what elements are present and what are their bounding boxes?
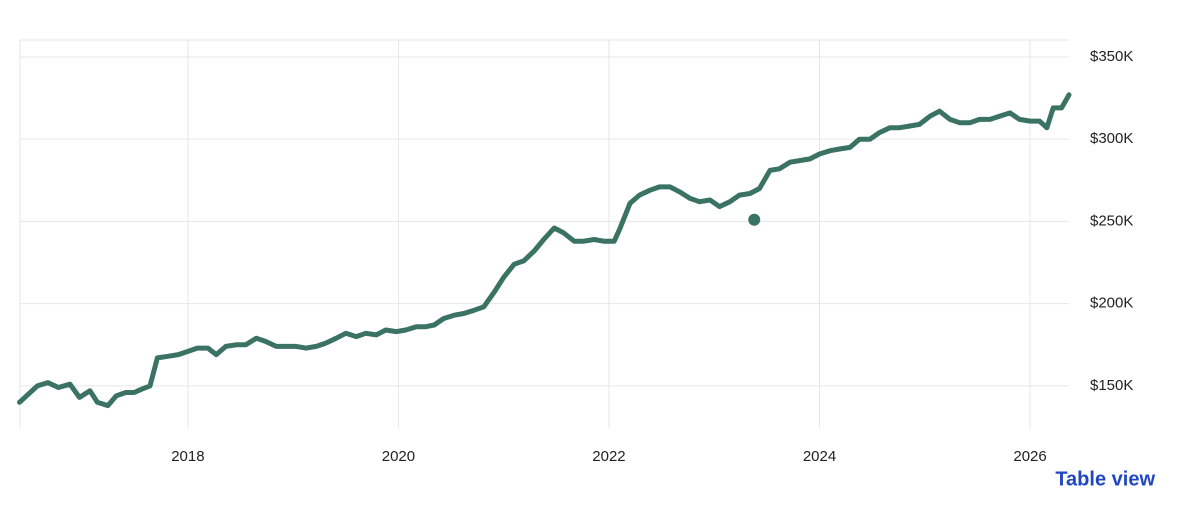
- x-tick-label: 2020: [382, 448, 415, 465]
- y-tick-label: $350K: [1090, 48, 1133, 65]
- x-tick-label: 2024: [803, 448, 836, 465]
- y-tick-label: $200K: [1090, 295, 1133, 312]
- point-marker: [748, 213, 761, 226]
- y-tick-label: $150K: [1090, 377, 1133, 394]
- y-tick-label: $250K: [1090, 212, 1133, 229]
- x-tick-label: 2026: [1013, 448, 1046, 465]
- x-tick-label: 2018: [171, 448, 204, 465]
- table-view-link[interactable]: Table view: [1055, 468, 1155, 490]
- line-series: [17, 92, 1072, 409]
- y-tick-label: $300K: [1090, 130, 1133, 147]
- x-tick-label: 2022: [592, 448, 625, 465]
